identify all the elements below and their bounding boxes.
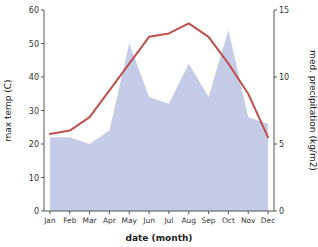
x-tick-label: Apr	[103, 216, 117, 225]
y2-tick	[274, 10, 277, 11]
y-tick	[41, 211, 44, 212]
y-tick	[41, 110, 44, 111]
x-tick	[208, 211, 209, 214]
x-tick	[188, 211, 189, 214]
x-tick-label: Jun	[142, 216, 155, 225]
y2-tick-label: 10	[279, 73, 289, 82]
y2-axis-label: med. precipitation (kg/m2)	[308, 50, 318, 171]
x-tick-label: Dec	[261, 216, 276, 225]
x-axis-line	[44, 211, 274, 212]
y2-tick	[274, 211, 277, 212]
y2-tick-label: 5	[279, 140, 284, 149]
x-tick-label: Oct	[222, 216, 235, 225]
x-tick	[109, 211, 110, 214]
y-tick-label: 20	[29, 140, 39, 149]
x-tick	[168, 211, 169, 214]
y-tick-label: 50	[29, 40, 39, 49]
y2-tick	[274, 144, 277, 145]
x-tick-label: Sep	[201, 216, 215, 225]
x-tick	[248, 211, 249, 214]
x-tick-label: Feb	[63, 216, 77, 225]
y-tick	[41, 43, 44, 44]
x-tick	[268, 211, 269, 214]
y-tick	[41, 177, 44, 178]
y2-tick-label: 15	[279, 6, 289, 15]
chart-container: 0 10 20 30 40 50 60 0 5 10 15 Jan Feb Mar Apr May Jun Jul…	[0, 0, 318, 247]
x-tick	[69, 211, 70, 214]
chart-svg: 0 10 20 30 40 50 60 0 5 10 15 Jan Feb Mar Apr May Jun Jul…	[0, 0, 318, 247]
y2-tick	[274, 77, 277, 78]
x-tick	[149, 211, 150, 214]
x-tick	[89, 211, 90, 214]
precip-area	[50, 30, 268, 211]
x-tick-label: Nov	[241, 216, 256, 225]
y2-axis-line	[274, 10, 275, 211]
x-tick	[49, 211, 50, 214]
y-tick-label: 40	[29, 73, 39, 82]
x-axis-label: date (month)	[126, 233, 193, 243]
x-tick-label: Jul	[163, 216, 173, 225]
x-tick-label: May	[122, 216, 138, 225]
y-axis-label: max temp (C)	[3, 79, 13, 141]
y-tick	[41, 10, 44, 11]
y-tick-label: 0	[34, 207, 39, 216]
x-tick	[228, 211, 229, 214]
y-tick	[41, 144, 44, 145]
y-tick-label: 10	[29, 174, 39, 183]
y-tick-label: 60	[29, 6, 39, 15]
y-tick	[41, 77, 44, 78]
x-tick-label: Jan	[43, 216, 56, 225]
x-tick-label: Aug	[181, 216, 196, 225]
y-tick-label: 30	[29, 107, 39, 116]
plot-area	[50, 23, 268, 211]
x-tick-label: Mar	[83, 216, 98, 225]
y2-tick-label: 0	[279, 207, 284, 216]
x-tick	[129, 211, 130, 214]
temp-line	[50, 23, 268, 137]
